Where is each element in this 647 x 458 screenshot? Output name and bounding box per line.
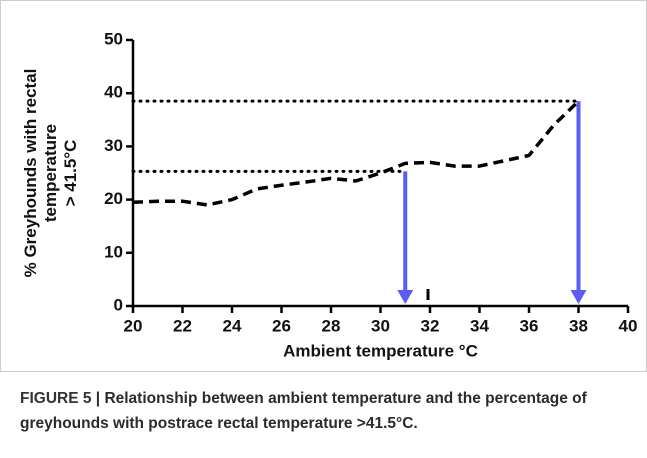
y-tick-label: 20 (104, 189, 123, 208)
arrow-head (397, 290, 414, 304)
x-tick-label: 34 (470, 316, 489, 335)
y-tick-label: 50 (104, 29, 123, 48)
y-axis-label-line: temperature (41, 124, 60, 222)
x-axis-label: Ambient temperature °C (283, 341, 478, 360)
x-tick-label: 30 (371, 316, 390, 335)
x-tick-label: 28 (322, 316, 341, 335)
chart: 0 10 20 30 40 50 20 22 24 26 28 30 32 34 36 38 40 Ambient… (0, 0, 647, 372)
x-tick-label: 24 (223, 316, 242, 335)
y-tick-label: 0 (114, 295, 123, 314)
x-tick-label: 38 (569, 316, 588, 335)
x-tick-label: 22 (173, 316, 192, 335)
x-tick-label: 36 (520, 316, 539, 335)
data-line (132, 99, 580, 207)
x-tick-label: 20 (124, 316, 143, 335)
arrow-head (570, 290, 587, 304)
y-axis-label-line: % Greyhounds with rectal (21, 69, 40, 278)
caption-text: Relationship between ambient temperature… (20, 390, 587, 432)
caption-label: FIGURE 5 (20, 390, 92, 407)
x-tick-label: 26 (272, 316, 291, 335)
x-tick-label: 32 (421, 316, 440, 335)
x-tick-label: 40 (619, 316, 638, 335)
y-axis-label: % Greyhounds with rectaltemperature> 41.… (21, 69, 80, 278)
y-tick-label: 40 (104, 83, 123, 102)
caption: FIGURE 5 | Relationship between ambient … (20, 390, 587, 432)
y-tick-label: 30 (104, 136, 123, 155)
y-tick-label: 10 (104, 242, 123, 261)
y-axis-label-line: > 41.5°C (61, 140, 80, 207)
